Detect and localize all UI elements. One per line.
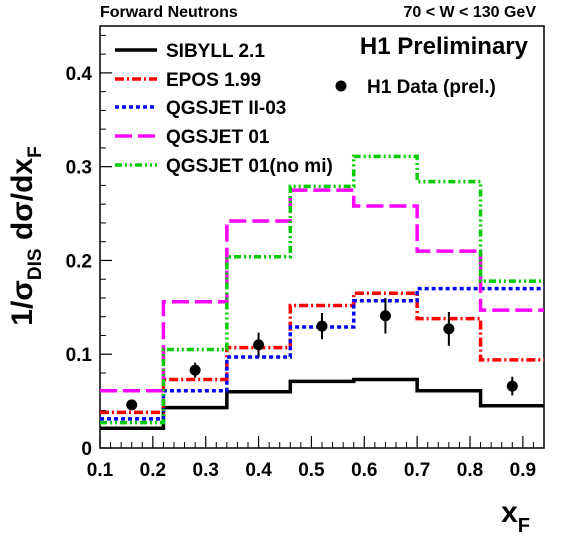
data-point <box>316 320 328 332</box>
y-axis-label-pre: 1/ <box>6 300 39 326</box>
data-point <box>443 323 455 335</box>
y-axis-label-sub2: F <box>25 146 46 158</box>
y-axis-label-sub: DIS <box>25 248 46 280</box>
legend: SIBYLL 2.1 EPOS 1.99 QGSJET II-03 QGSJET 01… <box>115 41 496 177</box>
series-qgsjet-01 <box>100 188 544 393</box>
y-axis-label: 1/σDIS dσ/dxF <box>6 146 46 325</box>
x-tick-label: 0.7 <box>404 460 430 481</box>
data-point <box>506 380 518 392</box>
y-tick-label: 0.4 <box>66 64 93 85</box>
x-tick-labels: 0.1 0.2 0.3 0.4 0.5 0.6 0.7 0.8 0.9 <box>87 460 536 481</box>
title-right: 70 < W < 130 GeV <box>403 4 536 21</box>
x-tick-label: 0.9 <box>510 460 536 481</box>
x-axis-label-sub: F <box>518 515 530 537</box>
y-tick-label: 0 <box>81 439 92 460</box>
data-point <box>126 399 138 411</box>
x-tick-label: 0.5 <box>298 460 325 481</box>
x-axis-label: xF <box>501 496 530 537</box>
y-tick-labels: 0 0.1 0.2 0.3 0.4 <box>66 64 93 460</box>
data-point <box>379 310 391 322</box>
x-tick-label: 0.2 <box>140 460 166 481</box>
legend-swatch-h1-data <box>335 80 347 92</box>
x-tick-label: 0.8 <box>457 460 483 481</box>
x-tick-label: 0.1 <box>87 460 114 481</box>
legend-label-qgsjet-01: QGSJET 01 <box>166 127 270 148</box>
data-point <box>253 339 265 351</box>
legend-label-qgsjet-01-no-mi: QGSJET 01(no mi) <box>166 156 333 177</box>
x-tick-label: 0.4 <box>245 460 272 481</box>
y-tick-label: 0.2 <box>66 251 92 272</box>
y-tick-label: 0.1 <box>66 345 93 366</box>
title-left: Forward Neutrons <box>100 4 238 21</box>
legend-label-h1-data: H1 Data (prel.) <box>367 77 496 98</box>
series-epos-1-99 <box>100 291 544 415</box>
y-axis-label-sigma: σ <box>6 280 39 301</box>
data-points-group <box>126 297 518 411</box>
y-tick-label: 0.3 <box>66 158 92 179</box>
plot-frame <box>99 25 545 449</box>
x-axis-label-main: x <box>501 496 518 529</box>
y-axis-label-post: dσ/dx <box>6 158 39 249</box>
series-qgsjet-01-no-mi <box>100 154 544 425</box>
legend-label-qgsjet-ii-03: QGSJET II-03 <box>166 98 286 119</box>
axis-ticks <box>99 34 534 449</box>
legend-label-sibyll-2-1: SIBYLL 2.1 <box>166 41 265 62</box>
data-point <box>189 364 201 376</box>
legend-label-epos-1-99: EPOS 1.99 <box>166 70 261 91</box>
series-group <box>100 154 544 431</box>
series-sibyll-2-1 <box>100 377 544 431</box>
watermark-text: H1 Preliminary <box>360 33 529 60</box>
x-tick-label: 0.6 <box>351 460 377 481</box>
x-tick-label: 0.3 <box>193 460 219 481</box>
